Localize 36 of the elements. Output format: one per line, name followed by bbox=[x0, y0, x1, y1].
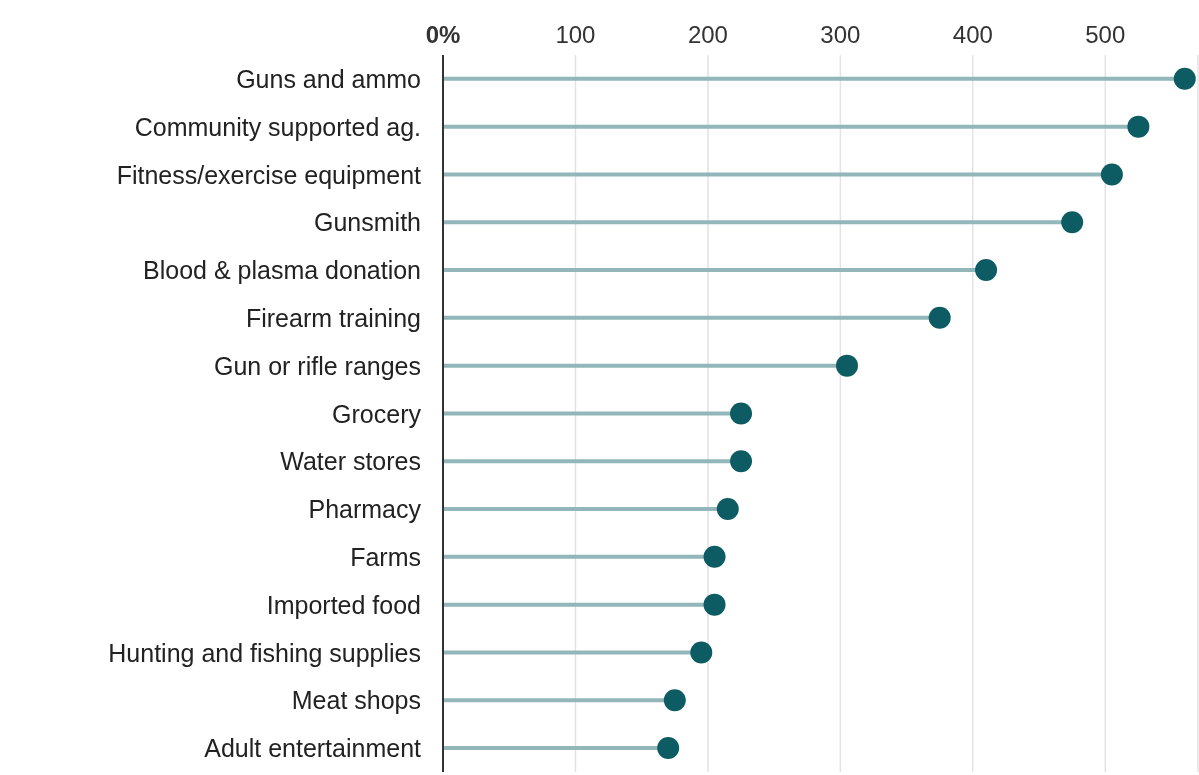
y-tick-label: Fitness/exercise equipment bbox=[116, 160, 422, 189]
point bbox=[1127, 115, 1150, 138]
x-tick-label: 500 bbox=[1085, 21, 1126, 48]
point bbox=[730, 450, 753, 473]
x-tick-label: 200 bbox=[687, 21, 728, 48]
point bbox=[730, 402, 753, 425]
y-tick-label: Gunsmith bbox=[314, 208, 421, 237]
point bbox=[716, 498, 739, 521]
y-tick-label: Hunting and fishing supplies bbox=[108, 638, 421, 667]
point bbox=[657, 737, 680, 760]
point bbox=[663, 689, 686, 712]
y-tick-label: Gun or rifle ranges bbox=[213, 351, 421, 380]
point bbox=[975, 259, 998, 282]
point bbox=[690, 641, 713, 664]
y-tick-label: Guns and ammo bbox=[236, 64, 421, 93]
x-tick-label: 0% bbox=[425, 21, 461, 48]
x-tick-label: 400 bbox=[952, 21, 993, 48]
y-tick-label: Adult entertainment bbox=[204, 734, 422, 763]
point bbox=[835, 354, 858, 377]
y-tick-label: Blood & plasma donation bbox=[143, 256, 421, 285]
y-tick-label: Imported food bbox=[266, 590, 421, 619]
y-tick-label: Farms bbox=[350, 542, 421, 571]
point bbox=[1100, 163, 1123, 186]
point bbox=[1061, 211, 1084, 234]
y-tick-label: Meat shops bbox=[291, 686, 421, 715]
y-tick-label: Grocery bbox=[332, 399, 422, 428]
point bbox=[703, 593, 726, 616]
x-tick-label: 300 bbox=[820, 21, 861, 48]
y-tick-label: Firearm training bbox=[245, 303, 421, 332]
x-tick-label: 100 bbox=[555, 21, 596, 48]
point bbox=[1173, 67, 1196, 90]
y-tick-label: Pharmacy bbox=[308, 495, 422, 524]
point bbox=[703, 545, 726, 568]
point bbox=[928, 306, 951, 329]
y-tick-label: Community supported ag. bbox=[134, 112, 421, 141]
y-tick-label: Water stores bbox=[280, 447, 421, 476]
